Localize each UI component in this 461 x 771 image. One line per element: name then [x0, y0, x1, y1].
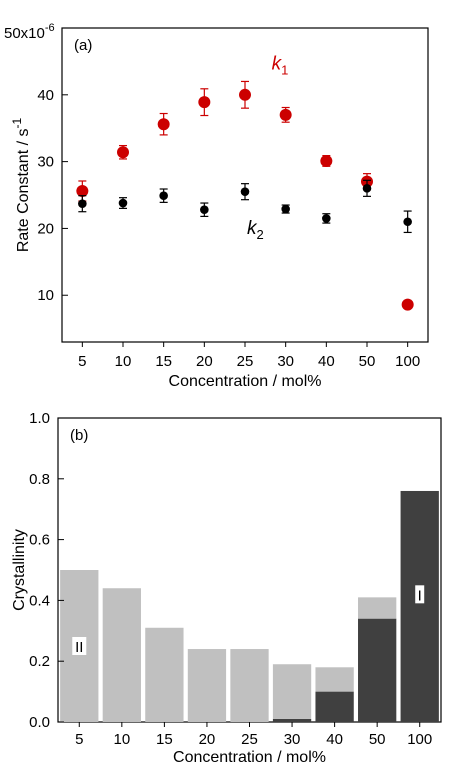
bar-form-I [400, 490, 439, 722]
k2-point [281, 204, 290, 214]
k2-point [322, 214, 331, 223]
panel-a-x-tick-label: 5 [78, 353, 86, 370]
panel-a-x-axis-label: Concentration / mol% [169, 373, 322, 390]
panel-b-y-tick-label: 0.4 [29, 592, 50, 609]
panel-b-label: (b) [70, 427, 88, 444]
panel-a-x-tick-label: 100 [395, 353, 420, 370]
bar-form-I [315, 691, 354, 722]
k1-point [279, 108, 292, 121]
panel-b-y-tick-label: 0.8 [29, 471, 50, 488]
panel-a-x-tick-label: 30 [277, 353, 294, 370]
panel-b-x-tick-label: 15 [156, 731, 173, 748]
panel-b-x-tick-label: 10 [113, 731, 130, 748]
form-annotation-label: I [418, 587, 422, 604]
k1-series-label: k1 [272, 53, 289, 77]
bar-form-II [145, 627, 184, 722]
bar-form-II [272, 664, 312, 719]
panel-b-y-tick-label: 1.0 [29, 410, 50, 427]
k1-point [401, 298, 414, 311]
panel-a-x-tick-label: 10 [115, 353, 132, 370]
panel-a-x-tick-label: 40 [318, 353, 335, 370]
panel-a-x-tick-label: 25 [237, 353, 254, 370]
k2-point [118, 198, 128, 208]
panel-b-x-tick-label: 20 [199, 731, 216, 748]
panel-a-y-axis-label: Rate Constant / s-1 [10, 118, 32, 253]
panel-a-x-tick-label: 50 [359, 353, 376, 370]
panel-b-x-tick-label: 40 [326, 731, 343, 748]
panel-b-x-tick-label: 50 [369, 731, 386, 748]
panel-a-x-tick-label: 20 [196, 353, 213, 370]
panel-a-x-ticks: 5 10 15 20 25 30 40 50 100 [78, 342, 420, 370]
panel-b-y-axis-label: Crystallinity [11, 529, 28, 611]
bar-form-I [358, 618, 397, 722]
k2-point [159, 191, 168, 200]
panel-b-x-axis-label: Concentration / mol% [173, 749, 326, 766]
bar-form-II [187, 649, 227, 722]
panel-a-label: (a) [74, 37, 92, 54]
panel-b-x-tick-label: 100 [407, 731, 432, 748]
bar-form-II [230, 649, 269, 722]
panel-b-y-ticks: 0.0 0.2 0.4 0.6 0.8 1.0 [29, 410, 64, 731]
panel-a-y-tick-label: 40 [37, 87, 54, 104]
panel-b-x-tick-label: 25 [241, 731, 258, 748]
bar-form-II [102, 588, 141, 722]
annotation-box [415, 585, 425, 604]
panel-b-y-tick-label: 0.2 [29, 653, 50, 670]
panel-a-y-tick-label: 30 [37, 154, 54, 171]
bar-form-I [272, 718, 312, 722]
panel-b-bars [60, 490, 439, 722]
k2-point [200, 205, 209, 215]
panel-b-y-tick-label: 0.0 [29, 714, 50, 731]
k2-series-label: k2 [247, 218, 264, 242]
k1-point [117, 146, 129, 159]
panel-b-x-tick-label: 5 [75, 731, 83, 748]
panel-a-y-ticks: 10 20 30 40 [37, 87, 68, 304]
k2-point [362, 184, 372, 193]
panel-b-y-tick-label: 0.6 [29, 532, 50, 549]
bar-form-II [315, 667, 354, 692]
panel-a-ytop-label: 50x10-6 [4, 22, 55, 42]
k2-point [78, 199, 87, 209]
k1-point [198, 96, 211, 109]
k1-point [320, 154, 333, 167]
k2-point [403, 217, 412, 227]
panel-a-points [76, 80, 414, 311]
panel-b: (b) 0.0 0.2 0.4 0.6 0.8 1.0 5 10 15 20 25 30 40 50 10… [11, 410, 442, 766]
k1-point [157, 118, 170, 131]
bar-form-II [358, 597, 397, 619]
panel-a-y-tick-label: 20 [37, 220, 54, 237]
k1-point [239, 88, 251, 101]
panel-b-x-ticks: 5 10 15 20 25 30 40 50 100 [75, 722, 432, 748]
panel-b-x-tick-label: 30 [284, 731, 301, 748]
panel-a-y-tick-label: 10 [37, 287, 54, 304]
panel-b-annotations: III [72, 585, 425, 656]
annotation-box [72, 637, 87, 655]
k2-point [240, 187, 250, 196]
panel-a-x-tick-label: 15 [155, 353, 172, 370]
form-annotation-label: II [75, 639, 83, 656]
k1-point [76, 185, 89, 198]
